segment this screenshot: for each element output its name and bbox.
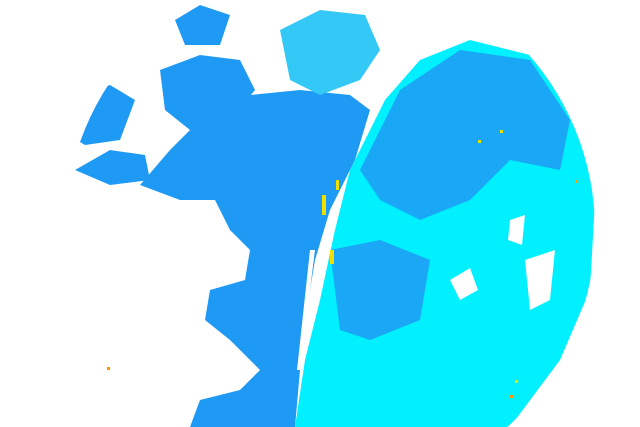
echo-north-cluster	[280, 10, 380, 95]
echo-northwest-clusters	[65, 5, 255, 185]
echo-west-medium	[140, 90, 370, 427]
echo-peak-cells	[107, 180, 578, 398]
echo-strong-cells	[322, 130, 518, 383]
echo-east-medium	[330, 50, 570, 340]
